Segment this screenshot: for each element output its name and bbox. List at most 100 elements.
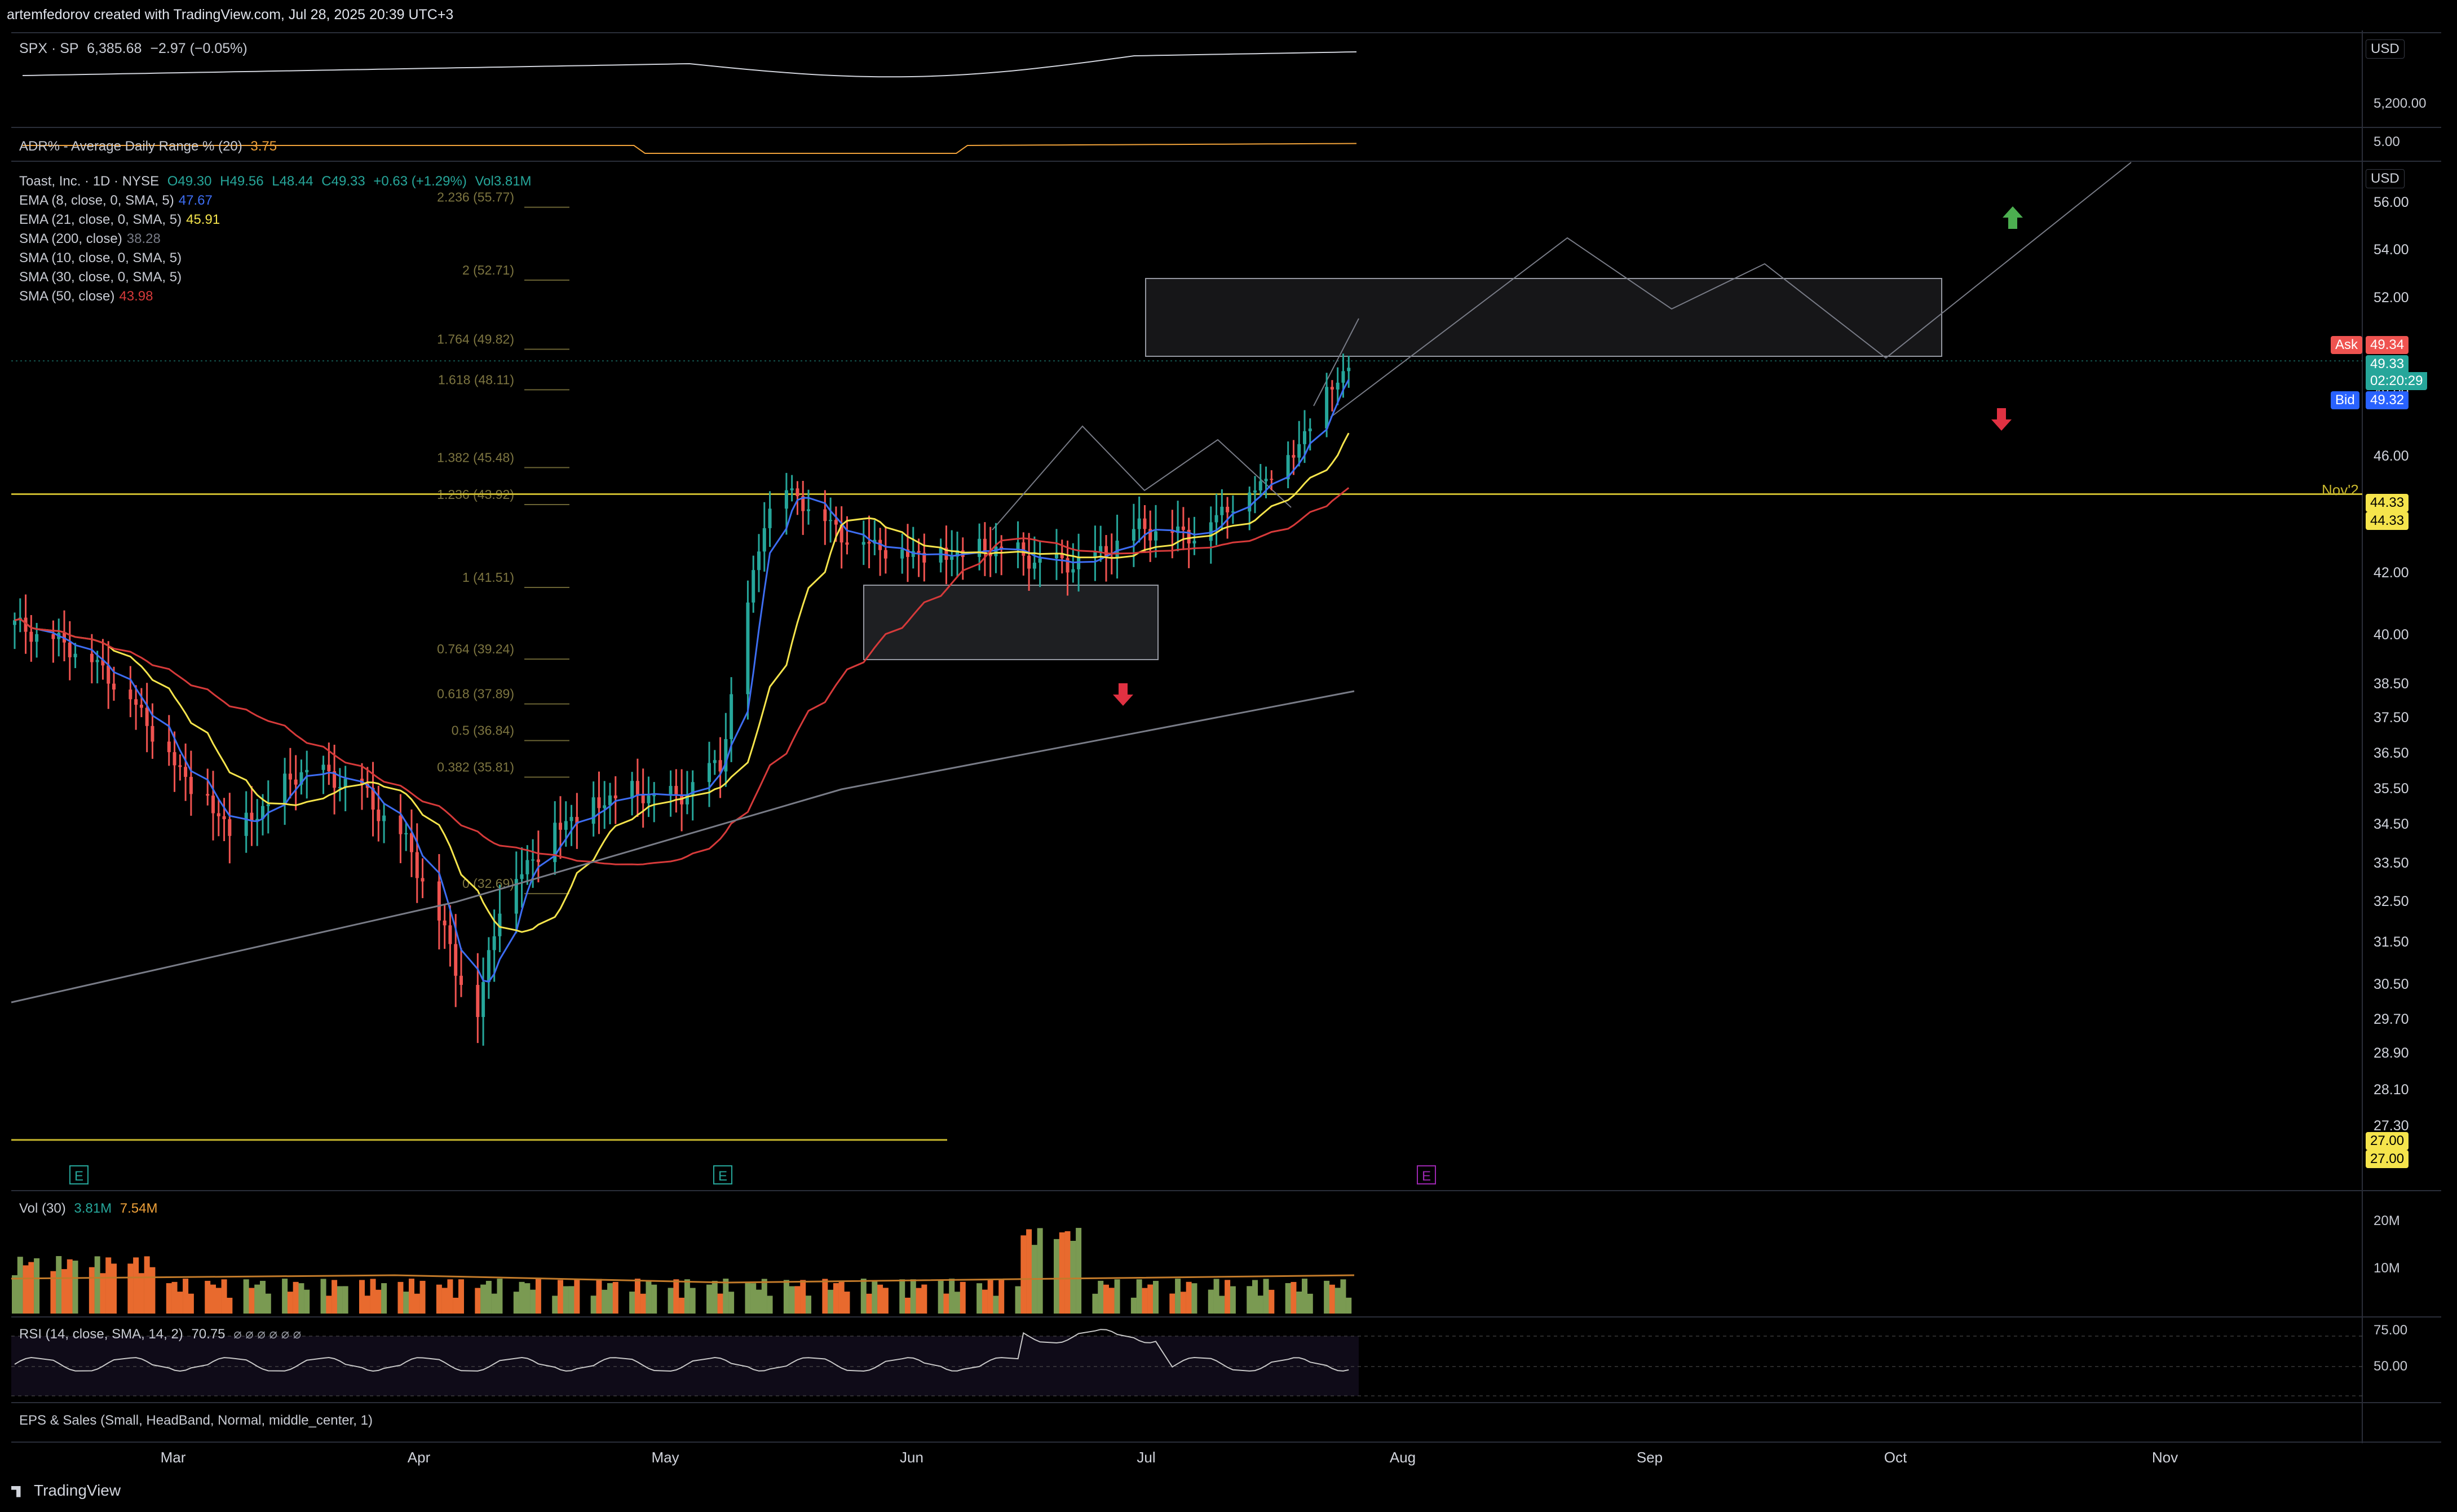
candle-body [288,773,292,780]
sell-arrow-icon [1113,683,1133,706]
candle-body [746,602,750,695]
price-axis-label: 35.50 [2374,781,2409,797]
volume-bar [133,1257,139,1314]
fib-level-label: 2 (52.71) [462,263,514,277]
candle-body [333,771,337,788]
volume-bar [1076,1228,1082,1314]
spx-currency-badge[interactable]: USD [2366,39,2405,59]
candle-body [1104,546,1108,557]
volume-bar [728,1292,735,1314]
price-axis-label: 42.00 [2374,565,2409,581]
indicator-row[interactable]: EMA (21, close, 0, SMA, 5) 45.91 [19,212,220,228]
candle-body [129,689,132,700]
volume-bar [1142,1288,1148,1314]
bar-countdown: 02:20:29 [2366,372,2428,390]
adr-value: 3.75 [250,139,277,154]
adr-legend[interactable]: ADR% - Average Daily Range % (20) 3.75 [19,139,277,154]
fib-level-label: 1.618 (48.11) [438,372,514,387]
attribution: artemfedorov created with TradingView.co… [7,7,454,23]
volume-bar [1329,1284,1335,1314]
candle-body [1297,444,1301,458]
volume-bar [221,1279,227,1314]
volume-bar [877,1284,883,1314]
volume-bar [640,1293,646,1314]
projection-path [1330,162,2132,418]
volume-value: 3.81M [74,1201,112,1216]
candle-body [531,859,535,861]
candle-body [29,631,33,642]
candle-body [299,772,303,785]
volume-bar [629,1292,635,1314]
indicator-row[interactable]: SMA (50, close) 43.98 [19,289,153,304]
candle-body [944,547,948,560]
sma-200-line [11,690,1355,1003]
volume-bar [1346,1297,1352,1314]
price-axis-label: 46.00 [2374,448,2409,464]
volume-bar [1186,1281,1192,1314]
adr-axis-label: 5.00 [2374,134,2400,149]
price-axis-label: 34.50 [2374,816,2409,832]
volume-bar [320,1279,326,1314]
volume-bar [872,1280,878,1314]
volume-bar [882,1288,889,1314]
candle-body [145,708,149,726]
volume-ma-line [11,1274,1355,1284]
hline-date-label: Nov'2 [2322,481,2359,498]
volume-legend[interactable]: Vol (30) 3.81M 7.54M [19,1201,157,1217]
volume-bar [558,1280,563,1314]
eps-legend[interactable]: EPS & Sales (Small, HeadBand, Normal, mi… [19,1413,373,1429]
fib-level-label: 0.5 (36.84) [452,723,514,738]
volume-bar [375,1289,382,1314]
candle-body [421,878,425,882]
indicator-row[interactable]: SMA (10, close, 0, SMA, 5) [19,250,186,266]
tradingview-logo[interactable]: TradingView [11,1482,121,1500]
candle-body [1286,455,1290,480]
rsi-axis-50: 50.00 [2374,1359,2408,1374]
candle-body [950,556,954,560]
indicator-row[interactable]: EMA (8, close, 0, SMA, 5) 47.67 [19,193,213,209]
candle-body [1132,529,1135,541]
candle-body [613,795,617,798]
rsi-legend[interactable]: RSI (14, close, SMA, 14, 2) 70.75 ⌀ ⌀ ⌀ … [19,1326,301,1342]
tradingview-logo-icon [11,1486,21,1497]
time-axis-label: Oct [1884,1449,1907,1466]
tradingview-logo-text: TradingView [34,1482,121,1499]
indicator-label: SMA (10, close, 0, SMA, 5) [19,250,182,266]
candle-body [718,760,722,772]
earnings-icon [69,1165,89,1184]
candle-body [1248,492,1252,512]
candle-body [216,813,220,816]
volume-bar [403,1292,409,1314]
volume-bar [1296,1291,1302,1314]
candle-body [1115,540,1119,558]
low-line-price-b: 27.00 [2366,1150,2409,1168]
indicator-label: EMA (8, close, 0, SMA, 5) [19,193,174,208]
hline-price-a: 44.33 [2366,494,2409,512]
volume-bar [265,1293,271,1314]
candle-body [1258,481,1262,491]
indicator-label: SMA (30, close, 0, SMA, 5) [19,269,182,285]
symbol-legend[interactable]: Toast, Inc. · 1D · NYSE O49.30 H49.56 L4… [19,174,532,189]
main-currency-badge[interactable]: USD [2366,169,2405,188]
price-axis-label: 56.00 [2374,194,2409,210]
volume-bar [1307,1293,1313,1314]
volume-bar [838,1281,845,1314]
spx-line [22,51,1357,78]
price-axis-label: 27.30 [2374,1118,2409,1134]
spx-legend[interactable]: SPX · SP 6,385.68 −2.97 (−0.05%) [19,41,248,57]
candle-body [1176,526,1180,533]
candle-body [1154,531,1157,541]
volume-bar [646,1280,652,1314]
volume-bar [993,1296,999,1314]
time-axis-label: Jun [900,1449,923,1466]
volume-bar [254,1284,260,1314]
volume-title: Vol (30) [19,1201,66,1216]
candle-body [1077,556,1081,569]
indicator-row[interactable]: SMA (200, close) 38.28 [19,231,161,247]
candle-body [669,786,673,795]
indicator-label: EMA (21, close, 0, SMA, 5) [19,212,182,227]
volume-bar [260,1280,266,1314]
indicator-row[interactable]: SMA (30, close, 0, SMA, 5) [19,269,186,285]
earnings-icon [713,1165,732,1184]
